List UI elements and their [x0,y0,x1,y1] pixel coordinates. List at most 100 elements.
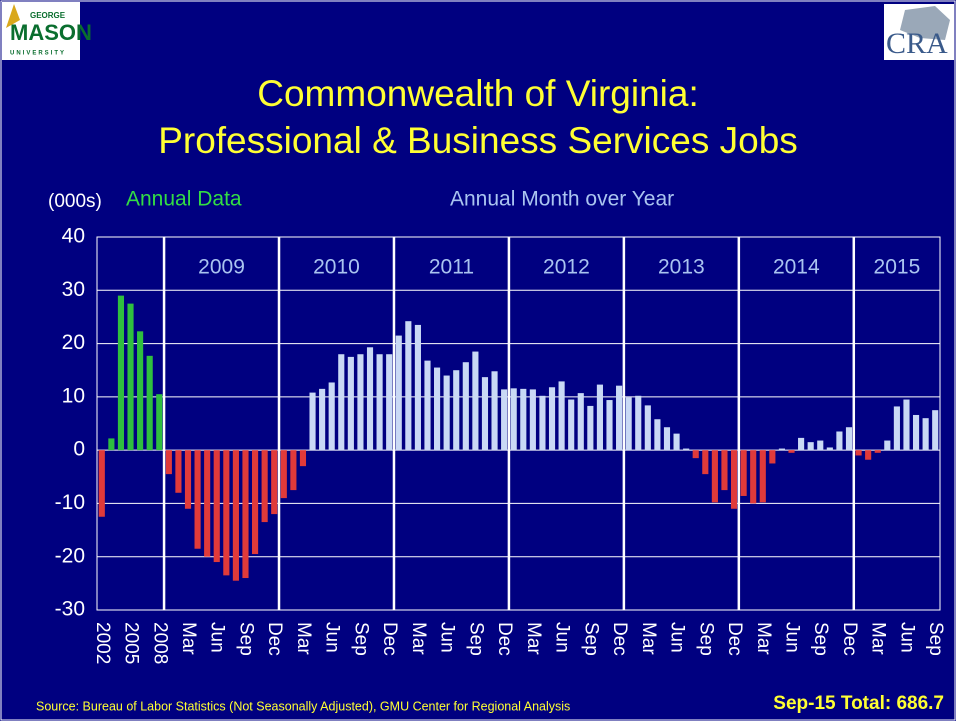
x-tick-label: Jun [207,622,228,653]
bar [366,347,374,451]
legend-label: Annual Data [126,188,242,211]
x-tick-label: Dec [609,622,630,656]
bar [175,450,182,493]
x-tick-label: Dec [379,622,400,656]
y-tick-label: 0 [73,438,85,461]
bar [673,433,680,451]
bar [932,410,939,451]
bar [184,450,192,509]
x-tick-label: Dec [494,622,515,656]
bar [251,450,259,555]
bar [884,440,891,451]
bar [156,394,163,451]
y-tick-label: 20 [62,331,85,354]
year-label: 2011 [429,256,474,279]
bar [338,354,345,451]
total-note: Sep-15 Total: 686.7 [773,693,944,714]
bar [692,450,699,459]
bar [232,450,239,581]
bar [721,450,728,491]
bar [845,427,853,451]
bar [481,377,489,451]
bar [98,450,105,517]
x-tick-label: 2008 [149,622,170,664]
unit-label: (000s) [48,191,102,212]
chart-title: Professional & Business Services Jobs [158,120,798,161]
bar [702,450,709,475]
bar [453,370,460,451]
bar [137,331,144,451]
bar [117,295,125,451]
year-label: 2010 [313,256,360,279]
x-tick-label: Jun [552,622,573,653]
chart-title: Commonwealth of Virginia: [257,73,698,114]
x-tick-label: 2002 [92,622,113,664]
legend-label: Annual Month over Year [450,188,674,211]
bar [539,395,546,451]
x-tick-label: Dec [724,622,745,656]
x-tick-label: Mar [868,622,889,655]
year-label: 2013 [658,256,705,279]
bar [616,385,623,451]
bar [912,414,920,451]
logo-flame [6,4,20,28]
bar [654,419,661,451]
source-note: Source: Bureau of Labor Statistics (Not … [36,699,570,713]
y-tick-label: 40 [62,225,85,248]
year-label: 2009 [198,256,245,279]
bar [606,400,613,451]
x-tick-label: Sep [350,622,371,656]
bar [683,448,690,451]
x-tick-label: Sep [235,622,256,656]
y-tick-label: 30 [62,278,85,301]
bar [319,388,326,451]
bar [826,447,833,451]
bar [309,392,316,451]
bar [663,427,671,451]
bar [922,418,929,451]
x-tick-label: Mar [523,622,544,655]
bar [242,450,249,579]
bar [434,367,441,451]
bar [855,450,862,456]
bar [568,399,575,451]
bar [635,395,642,451]
bar [903,399,910,451]
bar [299,450,307,467]
x-tick-label: Dec [839,622,860,656]
bar [271,450,278,515]
bar [213,450,220,563]
bar [386,354,393,451]
x-tick-label: Sep [925,622,946,656]
bar [472,351,479,451]
y-tick-label: 10 [62,384,85,407]
x-tick-label: Mar [638,622,659,655]
x-tick-label: Sep [465,622,486,656]
bar [893,406,900,451]
year-label: 2014 [773,256,820,279]
bar [424,360,431,451]
bar [778,448,786,451]
bar [108,438,115,451]
x-tick-label: Mar [408,622,429,655]
bar [740,450,747,496]
year-label: 2012 [543,256,590,279]
bar [280,450,287,499]
x-tick-label: Dec [264,622,285,656]
bar [357,354,364,451]
logo-text: UNIVERSITY [10,51,66,57]
y-tick-label: -30 [55,598,85,621]
bar [146,355,153,451]
bar [501,389,508,451]
bar [730,450,738,509]
x-tick-label: Mar [178,622,199,655]
logo-text: MASON [10,20,92,45]
bar [414,324,421,451]
x-tick-label: Mar [293,622,314,655]
bar [443,375,450,451]
bar [788,450,795,453]
plot: -30 -20 -10 0 10 20 30 40 2009 2010 2011 2012 2013 20… [55,225,947,665]
bar [376,354,383,451]
x-tick-label: Jun [667,622,688,653]
